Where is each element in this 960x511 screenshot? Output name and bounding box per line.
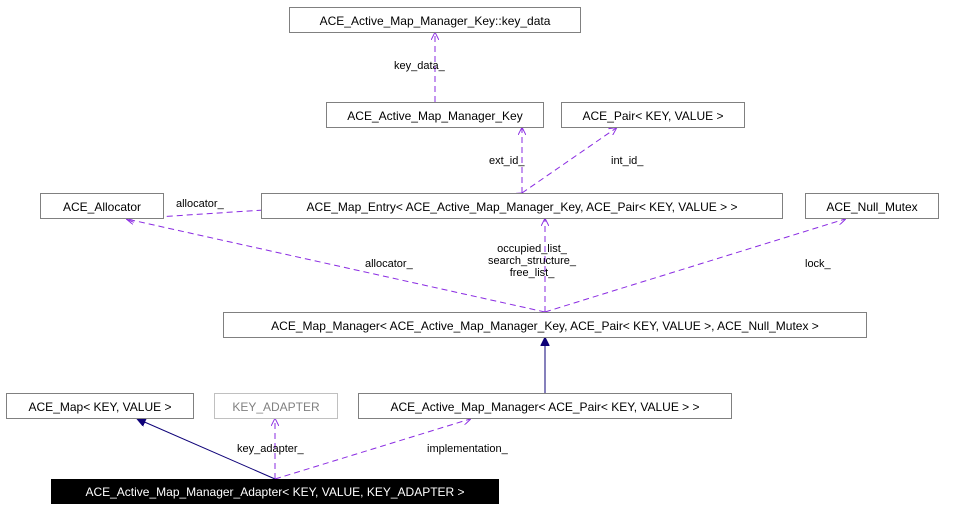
edge-label: lock_ — [805, 258, 831, 270]
edge-label: occupied_list_search_structure_free_list… — [488, 243, 576, 279]
diagram-node: ACE_Active_Map_Manager< ACE_Pair< KEY, V… — [358, 393, 732, 419]
diagram-node: ACE_Map_Entry< ACE_Active_Map_Manager_Ke… — [261, 193, 783, 219]
edge-label: implementation_ — [427, 443, 508, 455]
diagram-node: ACE_Active_Map_Manager_Key — [326, 102, 544, 128]
diagram-node: ACE_Active_Map_Manager_Adapter< KEY, VAL… — [51, 479, 499, 504]
diagram-node: ACE_Pair< KEY, VALUE > — [561, 102, 745, 128]
diagram-node: ACE_Null_Mutex — [805, 193, 939, 219]
edge-label: allocator_ — [176, 198, 224, 210]
edge-label: key_adapter_ — [237, 443, 304, 455]
diagram-node: ACE_Allocator — [40, 193, 164, 219]
edge-label: ext_id_ — [489, 155, 524, 167]
diagram-node: ACE_Map_Manager< ACE_Active_Map_Manager_… — [223, 312, 867, 338]
edge-label: key_data_ — [394, 60, 445, 72]
edge-label: int_id_ — [611, 155, 643, 167]
edge-label: allocator_ — [365, 258, 413, 270]
diagram-node: ACE_Active_Map_Manager_Key::key_data — [289, 7, 581, 33]
diagram-node: ACE_Map< KEY, VALUE > — [6, 393, 194, 419]
diagram-node: KEY_ADAPTER — [214, 393, 338, 419]
